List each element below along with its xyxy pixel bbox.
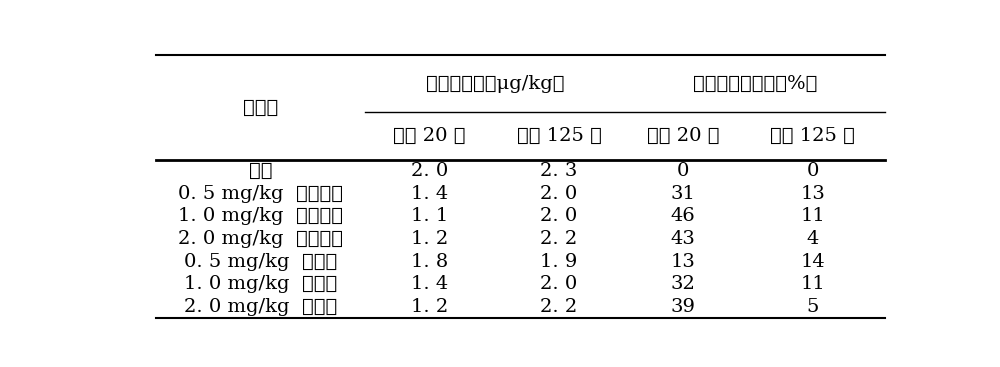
Text: 淹水 20 天: 淹水 20 天: [393, 127, 465, 145]
Text: 土壤甲基汞减少（%）: 土壤甲基汞减少（%）: [692, 75, 817, 92]
Text: 0: 0: [807, 162, 819, 180]
Text: 4: 4: [807, 230, 819, 248]
Text: 5: 5: [807, 298, 819, 316]
Text: 43: 43: [671, 230, 695, 248]
Text: 1. 0 mg/kg  亚硒酸钠: 1. 0 mg/kg 亚硒酸钠: [178, 207, 343, 225]
Text: 1. 8: 1. 8: [411, 252, 448, 270]
Text: 13: 13: [800, 185, 825, 203]
Text: 14: 14: [800, 252, 825, 270]
Text: 13: 13: [671, 252, 695, 270]
Text: 0: 0: [677, 162, 689, 180]
Text: 39: 39: [670, 298, 696, 316]
Text: 0. 5 mg/kg  亚硒酸钠: 0. 5 mg/kg 亚硒酸钠: [178, 185, 343, 203]
Text: 1. 2: 1. 2: [411, 298, 448, 316]
Text: 1. 4: 1. 4: [411, 185, 448, 203]
Text: 2. 2: 2. 2: [540, 230, 578, 248]
Text: 2. 0: 2. 0: [540, 207, 578, 225]
Text: 0. 5 mg/kg  硒酸钠: 0. 5 mg/kg 硒酸钠: [184, 252, 337, 270]
Text: 11: 11: [800, 275, 825, 293]
Text: 淹水 125 天: 淹水 125 天: [770, 127, 855, 145]
Text: 1. 9: 1. 9: [540, 252, 578, 270]
Text: 淹水 20 天: 淹水 20 天: [647, 127, 719, 145]
Text: 46: 46: [671, 207, 695, 225]
Text: 淹水 125 天: 淹水 125 天: [517, 127, 601, 145]
Text: 处理组: 处理组: [243, 99, 278, 117]
Text: 2. 0 mg/kg  亚硒酸钠: 2. 0 mg/kg 亚硒酸钠: [178, 230, 343, 248]
Text: 1. 0 mg/kg  硒酸钠: 1. 0 mg/kg 硒酸钠: [184, 275, 337, 293]
Text: 2. 3: 2. 3: [540, 162, 578, 180]
Text: 对照: 对照: [249, 162, 272, 180]
Text: 31: 31: [671, 185, 695, 203]
Text: 1. 2: 1. 2: [411, 230, 448, 248]
Text: 11: 11: [800, 207, 825, 225]
Text: 1. 1: 1. 1: [411, 207, 448, 225]
Text: 2. 0: 2. 0: [540, 185, 578, 203]
Text: 32: 32: [671, 275, 695, 293]
Text: 2. 0 mg/kg  硒酸钠: 2. 0 mg/kg 硒酸钠: [184, 298, 337, 316]
Text: 1. 4: 1. 4: [411, 275, 448, 293]
Text: 2. 2: 2. 2: [540, 298, 578, 316]
Text: 2. 0: 2. 0: [411, 162, 448, 180]
Text: 土壤甲基汞（μg/kg）: 土壤甲基汞（μg/kg）: [426, 75, 564, 92]
Text: 2. 0: 2. 0: [540, 275, 578, 293]
